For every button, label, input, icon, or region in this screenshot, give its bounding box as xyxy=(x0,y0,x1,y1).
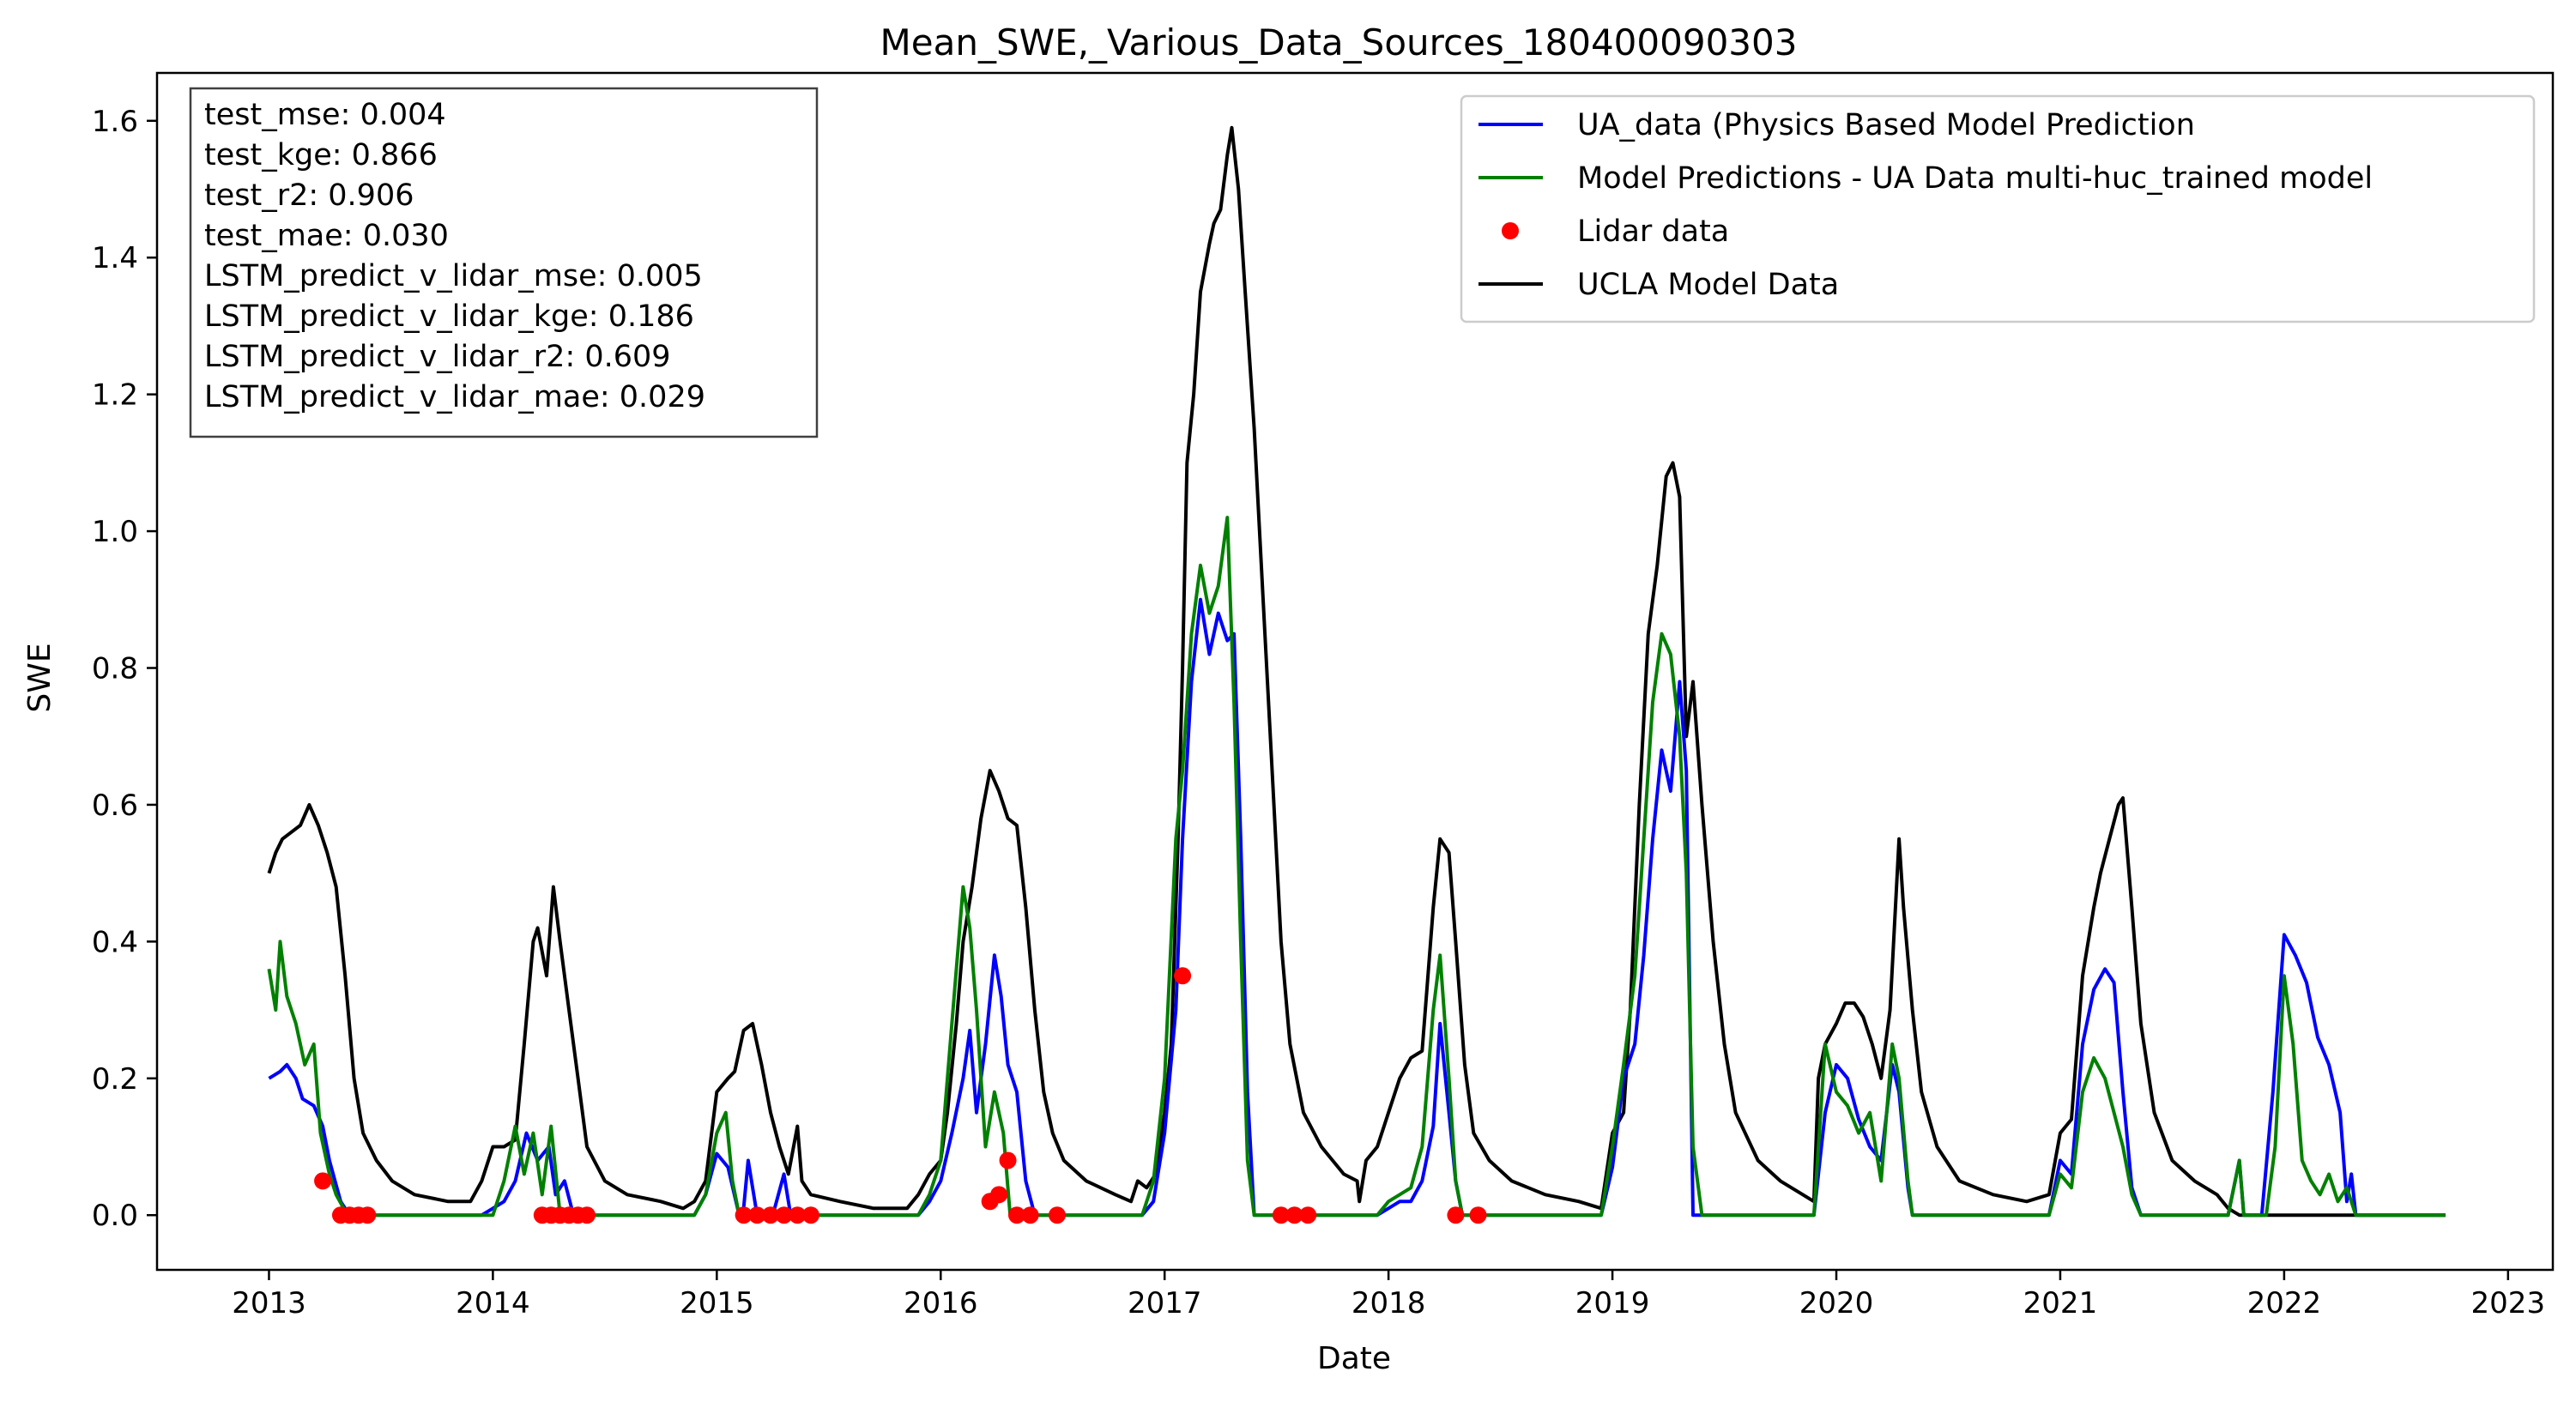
series-line-1 xyxy=(267,516,2446,1218)
lidar-point xyxy=(359,1206,377,1224)
stats-line: LSTM_predict_v_lidar_kge: 0.186 xyxy=(204,299,694,334)
lidar-point xyxy=(999,1151,1017,1169)
stats-line: test_r2: 0.906 xyxy=(204,178,414,213)
x-axis: 2013 2014 2015 2016 2017 2018 2019 2020 2021 2022… xyxy=(232,1270,2545,1320)
legend-label: Lidar data xyxy=(1577,215,1729,249)
chart-title: Mean_SWE,_Various_Data_Sources_180400090… xyxy=(880,21,1798,63)
x-tick-label: 2019 xyxy=(1575,1286,1650,1320)
lidar-point xyxy=(789,1206,807,1224)
axes-frame xyxy=(155,71,2555,1272)
lidar-point xyxy=(735,1206,753,1224)
y-axis: 0.0 0.2 0.4 0.6 0.8 1.0 1.2 1.4 1.6 xyxy=(92,105,157,1233)
y-tick-label: 0.6 xyxy=(92,789,138,823)
series-line-0 xyxy=(268,597,2446,1218)
lidar-point xyxy=(1447,1206,1465,1224)
legend-label: UCLA Model Data xyxy=(1577,268,1839,302)
y-tick-label: 0.8 xyxy=(92,652,138,686)
y-tick-label: 1.6 xyxy=(92,105,138,139)
x-tick-label: 2014 xyxy=(456,1286,530,1320)
lidar-point xyxy=(1048,1206,1066,1224)
stats-box: test_mse: 0.004 test_kge: 0.866 test_r2: 0… xyxy=(189,87,819,438)
lidar-point xyxy=(748,1206,766,1224)
legend-label: Model Predictions - UA Data multi-huc_tr… xyxy=(1577,161,2373,196)
x-tick-label: 2017 xyxy=(1128,1286,1202,1320)
lidar-point xyxy=(761,1206,779,1224)
x-tick-label: 2020 xyxy=(1799,1286,1874,1320)
y-axis-label: SWE xyxy=(22,643,57,712)
lidar-point xyxy=(1174,967,1192,985)
y-tick-label: 0.0 xyxy=(92,1199,138,1233)
lidar-point xyxy=(1285,1206,1303,1224)
stats-line: test_mse: 0.004 xyxy=(204,98,446,132)
legend-swatch-dot xyxy=(1502,222,1519,239)
lidar-point xyxy=(1021,1206,1039,1224)
lidar-point xyxy=(314,1172,332,1190)
legend: UA_data (Physics Based Model Prediction M… xyxy=(1460,94,2536,323)
legend-frame xyxy=(1460,94,2536,323)
y-tick-label: 0.2 xyxy=(92,1062,138,1097)
x-tick-label: 2013 xyxy=(232,1286,306,1320)
lidar-point xyxy=(775,1206,793,1224)
lidar-point xyxy=(1007,1206,1025,1224)
lidar-point xyxy=(577,1206,596,1224)
lidar-point xyxy=(1272,1206,1290,1224)
y-tick-label: 1.4 xyxy=(92,241,138,275)
y-tick-label: 1.2 xyxy=(92,378,138,413)
series-line-3 xyxy=(267,125,2446,1218)
stats-line: test_mae: 0.030 xyxy=(204,219,449,253)
x-tick-label: 2023 xyxy=(2471,1286,2546,1320)
x-tick-label: 2015 xyxy=(680,1286,754,1320)
x-tick-label: 2016 xyxy=(904,1286,978,1320)
plot-area xyxy=(155,71,2555,1272)
x-tick-label: 2022 xyxy=(2247,1286,2322,1320)
stats-line: LSTM_predict_v_lidar_mse: 0.005 xyxy=(204,259,703,293)
stats-line: LSTM_predict_v_lidar_mae: 0.029 xyxy=(204,380,705,414)
y-tick-label: 0.4 xyxy=(92,925,138,959)
lidar-point xyxy=(990,1186,1008,1204)
x-tick-label: 2018 xyxy=(1351,1286,1426,1320)
stats-line: LSTM_predict_v_lidar_r2: 0.609 xyxy=(204,340,671,374)
lidar-point xyxy=(1299,1206,1317,1224)
legend-label: UA_data (Physics Based Model Prediction xyxy=(1577,108,2195,142)
series-layer xyxy=(267,125,2446,1224)
x-tick-label: 2021 xyxy=(2023,1286,2098,1320)
lidar-point xyxy=(801,1206,819,1224)
lidar-point xyxy=(1469,1206,1487,1224)
y-tick-label: 1.0 xyxy=(92,515,138,549)
x-axis-label: Date xyxy=(1317,1341,1391,1376)
stats-line: test_kge: 0.866 xyxy=(204,138,438,172)
stats-box-frame xyxy=(189,87,819,438)
